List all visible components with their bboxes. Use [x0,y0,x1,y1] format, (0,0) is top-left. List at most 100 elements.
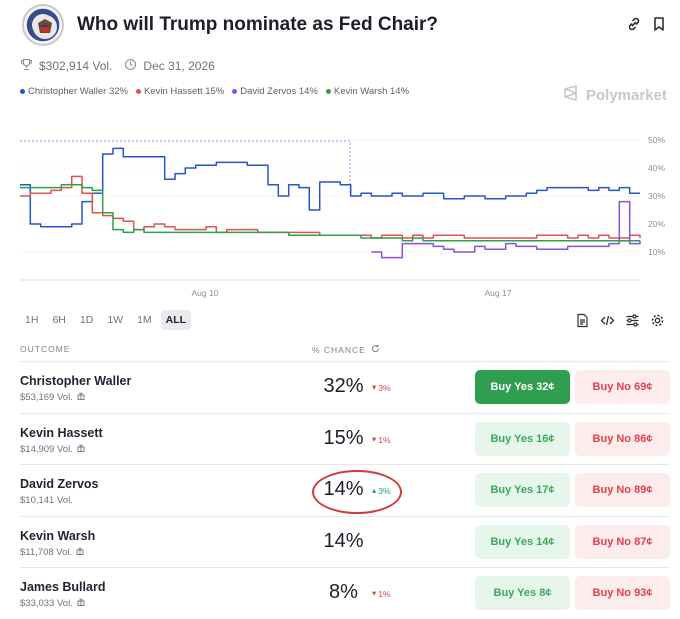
buy-yes-button[interactable]: Buy Yes 8¢ [475,576,570,610]
volume-text: $302,914 Vol. [39,59,113,73]
gift-icon [77,598,85,609]
triangle-up-icon: ▴ [372,485,377,495]
buy-no-button[interactable]: Buy No 87¢ [575,525,670,559]
buy-yes-button[interactable]: Buy Yes 14¢ [475,525,570,559]
buy-no-button[interactable]: Buy No 86¢ [575,422,670,456]
price-history-chart[interactable]: 50% 40% 30% 20% 10% Aug 10 Aug 17 [0,128,680,300]
series-line-christopher-waller [20,147,640,228]
series-line-kevin-hassett [20,175,641,239]
y-tick-label: 10% [648,247,665,257]
range-tab-6h[interactable]: 6H [52,314,66,326]
outcome-volume-text: $14,909 Vol. [20,444,73,455]
outcome-volume-text: $11,708 Vol. [20,547,73,558]
outcome-chance: 8% [329,581,358,603]
bookmark-icon[interactable] [651,16,667,32]
range-tab-all[interactable]: ALL [160,310,192,330]
range-tab-1h[interactable]: 1H [25,314,39,326]
buy-no-button[interactable]: Buy No 93¢ [575,576,670,610]
refresh-icon[interactable] [371,344,380,355]
legend-item: David Zervos 14% [232,86,318,97]
time-range-tabs: 1H 6H 1D 1W 1M ALL [20,310,192,330]
polymarket-logo-icon [562,84,580,106]
legend-dot [20,89,25,94]
chance-change: ▴ 3% [372,485,391,496]
chance-change: ▾ 1% [372,434,391,445]
outcome-chance: 15% [323,427,364,449]
legend-item: Kevin Hassett 15% [135,86,225,97]
legend-label: Kevin Warsh 14% [333,86,410,97]
market-header: Who will Trump nominate as Fed Chair? [20,4,670,48]
outcome-volume-text: $10,141 Vol. [20,495,73,506]
outcome-column-header: OUTCOME [20,344,71,354]
outcome-chance: 32% [323,375,364,397]
outcome-volume: $53,169 Vol. [20,392,85,403]
legend-dot [325,89,331,94]
gear-icon[interactable] [650,313,665,328]
market-meta: $302,914 Vol. Dec 31, 2026 [20,58,227,74]
range-tab-1w[interactable]: 1W [107,314,124,326]
legend-label: Christopher Waller 32% [28,86,128,97]
federal-reserve-seal-icon [22,4,64,46]
range-tab-1d[interactable]: 1D [79,314,94,326]
y-tick-label: 40% [648,163,665,173]
outcome-volume-text: $33,033 Vol. [20,598,73,609]
chart-series [20,147,641,259]
outcome-name: Kevin Warsh [20,529,96,543]
page-title: Who will Trump nominate as Fed Chair? [77,14,439,35]
outcome-name: Christopher Waller [20,374,132,388]
triangle-down-icon: ▾ [372,382,377,392]
range-tab-1m[interactable]: 1M [137,314,152,326]
link-icon[interactable] [626,16,642,32]
outcome-row[interactable]: Christopher Waller $53,169 Vol. 32% ▾ 3% … [20,361,670,413]
x-tick-label: Aug 17 [485,288,512,298]
series-line-kevin-warsh [20,184,640,242]
buy-no-button[interactable]: Buy No 89¢ [575,473,670,507]
selection-bracket [20,140,351,194]
y-tick-label: 20% [648,219,665,229]
legend-dot [135,89,141,94]
volume-stat: $302,914 Vol. [20,58,112,74]
clock-icon [124,58,137,74]
legend-item: Christopher Waller 32% [20,86,128,97]
outcome-volume: $10,141 Vol. [20,495,73,506]
outcome-chance: 14% [323,478,364,500]
outcome-volume: $14,909 Vol. [20,444,85,455]
end-date-text: Dec 31, 2026 [143,59,215,73]
gift-icon [77,444,85,455]
outcome-row[interactable]: James Bullard $33,033 Vol. 8% ▾ 1% Buy Ye… [20,567,670,619]
chart-legend: Christopher Waller 32% Kevin Hassett 15%… [20,86,409,97]
outcomes-header: OUTCOME % CHANCE [20,343,670,357]
series-line-david-zervos [371,200,641,259]
sliders-icon[interactable] [625,313,640,328]
x-tick-label: Aug 10 [192,288,219,298]
outcome-volume: $33,033 Vol. [20,598,85,609]
chance-change-value: 3% [378,485,391,496]
buy-yes-button[interactable]: Buy Yes 16¢ [475,422,570,456]
code-icon[interactable] [600,313,615,328]
chance-change-value: 1% [378,434,391,445]
buy-no-button[interactable]: Buy No 69¢ [575,370,670,404]
y-tick-label: 30% [648,191,665,201]
polymarket-watermark: Polymarket [562,84,667,106]
chance-change-value: 1% [378,588,391,599]
chance-change-value: 3% [378,382,391,393]
buy-yes-button[interactable]: Buy Yes 17¢ [475,473,570,507]
legend-item: Kevin Warsh 14% [325,86,410,97]
end-date-stat: Dec 31, 2026 [124,58,215,74]
outcome-row[interactable]: Kevin Warsh $11,708 Vol. 14% Buy Yes 14¢… [20,516,670,568]
gift-icon [77,392,85,403]
outcome-row[interactable]: Kevin Hassett $14,909 Vol. 15% ▾ 1% Buy Y… [20,413,670,465]
legend-label: Kevin Hassett 15% [143,86,225,97]
outcome-row[interactable]: David Zervos $10,141 Vol. 14% ▴ 3% Buy Ye… [20,464,670,516]
trophy-icon [20,58,33,74]
chance-change: ▾ 3% [372,382,391,393]
buy-yes-button[interactable]: Buy Yes 32¢ [475,370,570,404]
outcome-name: Kevin Hassett [20,426,103,440]
outcome-name: David Zervos [20,477,99,491]
legend-dot [232,89,238,94]
brand-name: Polymarket [586,86,667,104]
document-icon[interactable] [575,313,590,328]
chance-header-label: % CHANCE [312,344,366,355]
outcome-name: James Bullard [20,580,106,594]
outcome-chance: 14% [323,530,364,552]
